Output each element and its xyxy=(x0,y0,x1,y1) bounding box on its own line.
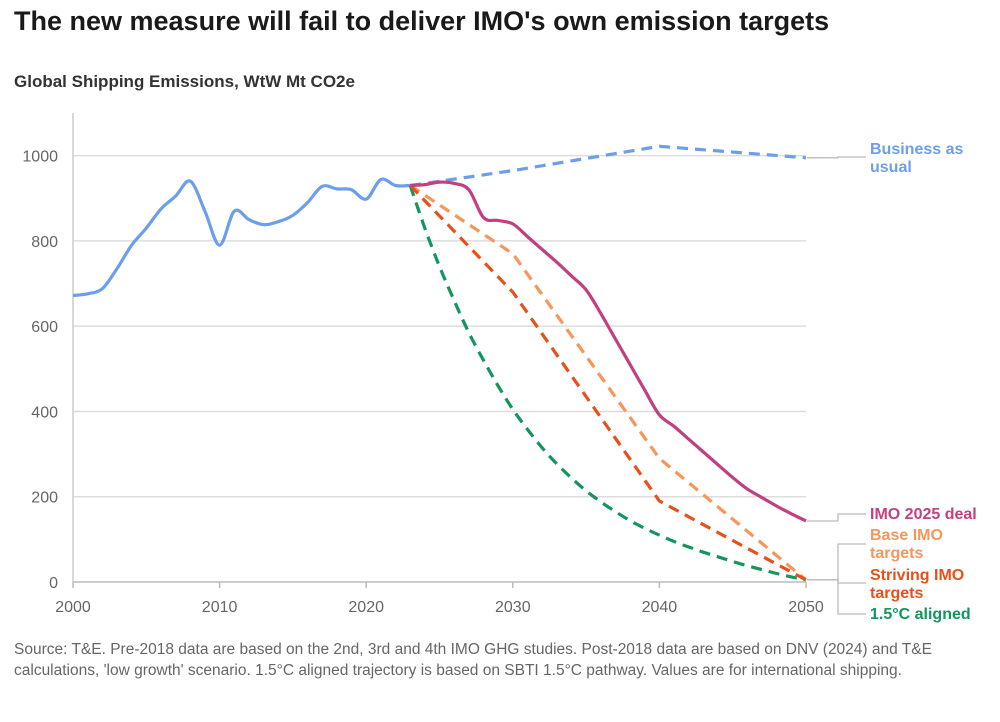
x-tick-label: 2050 xyxy=(788,599,824,616)
y-tick-label: 800 xyxy=(31,234,58,251)
series-label-line: targets xyxy=(870,545,923,562)
series-label-1-5-c-aligned: 1.5°C aligned xyxy=(870,606,971,623)
series-line-business-as-usual xyxy=(409,144,807,188)
series-line-base-imo-targets xyxy=(409,184,808,582)
x-tick-label: 2040 xyxy=(642,599,678,616)
y-tick-label: 400 xyxy=(31,404,58,421)
y-tick-label: 600 xyxy=(31,319,58,336)
series-label-imo-2025-deal: IMO 2025 deal xyxy=(870,506,977,523)
x-tick-label: 2000 xyxy=(55,599,91,616)
x-tick-label: 2010 xyxy=(202,599,238,616)
y-tick-label: 1000 xyxy=(22,149,58,166)
series-label-line: Base IMO xyxy=(870,527,943,544)
series-label-base-imo-targets: Base IMO targets xyxy=(870,527,943,562)
y-tick-label: 0 xyxy=(49,575,58,592)
leader-line-base-imo-targets xyxy=(807,543,866,581)
leader-line-1-5-c-aligned xyxy=(807,579,866,615)
series-label-line: 1.5°C aligned xyxy=(870,606,971,623)
grid-lines xyxy=(73,154,806,498)
series-line-historical xyxy=(72,177,411,298)
series-label-striving-imo-targets: Striving IMO targets xyxy=(870,567,964,602)
leader-line-business-as-usual xyxy=(807,156,866,159)
axes: 0 200 400 600 800 1000 2000 2010 2020 2030 2040 205… xyxy=(22,113,824,616)
y-tick-label: 200 xyxy=(31,490,58,507)
series-line-imo-2025-deal xyxy=(410,180,807,523)
series-label-line: Striving IMO xyxy=(870,567,964,584)
series-label-line: IMO 2025 deal xyxy=(870,506,977,523)
chart-subtitle: Global Shipping Emissions, WtW Mt CO2e xyxy=(14,72,355,91)
series-lines xyxy=(72,144,808,582)
emissions-line-chart: 0 200 400 600 800 1000 2000 2010 2020 2030 2040 205… xyxy=(22,113,977,623)
series-line-1-5-c-aligned xyxy=(408,184,807,582)
source-note: Source: T&E. Pre-2018 data are based on … xyxy=(14,641,932,679)
series-label-business-as-usual: Business as usual xyxy=(870,141,963,176)
series-label-line: Business as xyxy=(870,141,963,158)
x-tick-label: 2020 xyxy=(348,599,384,616)
series-label-line: targets xyxy=(870,585,923,602)
x-tick-label: 2030 xyxy=(495,599,531,616)
chart-title: The new measure will fail to deliver IMO… xyxy=(14,6,830,36)
series-label-line: usual xyxy=(870,159,912,176)
series-line-striving-imo-targets xyxy=(409,184,807,582)
leader-line-imo-2025-deal xyxy=(807,513,866,522)
